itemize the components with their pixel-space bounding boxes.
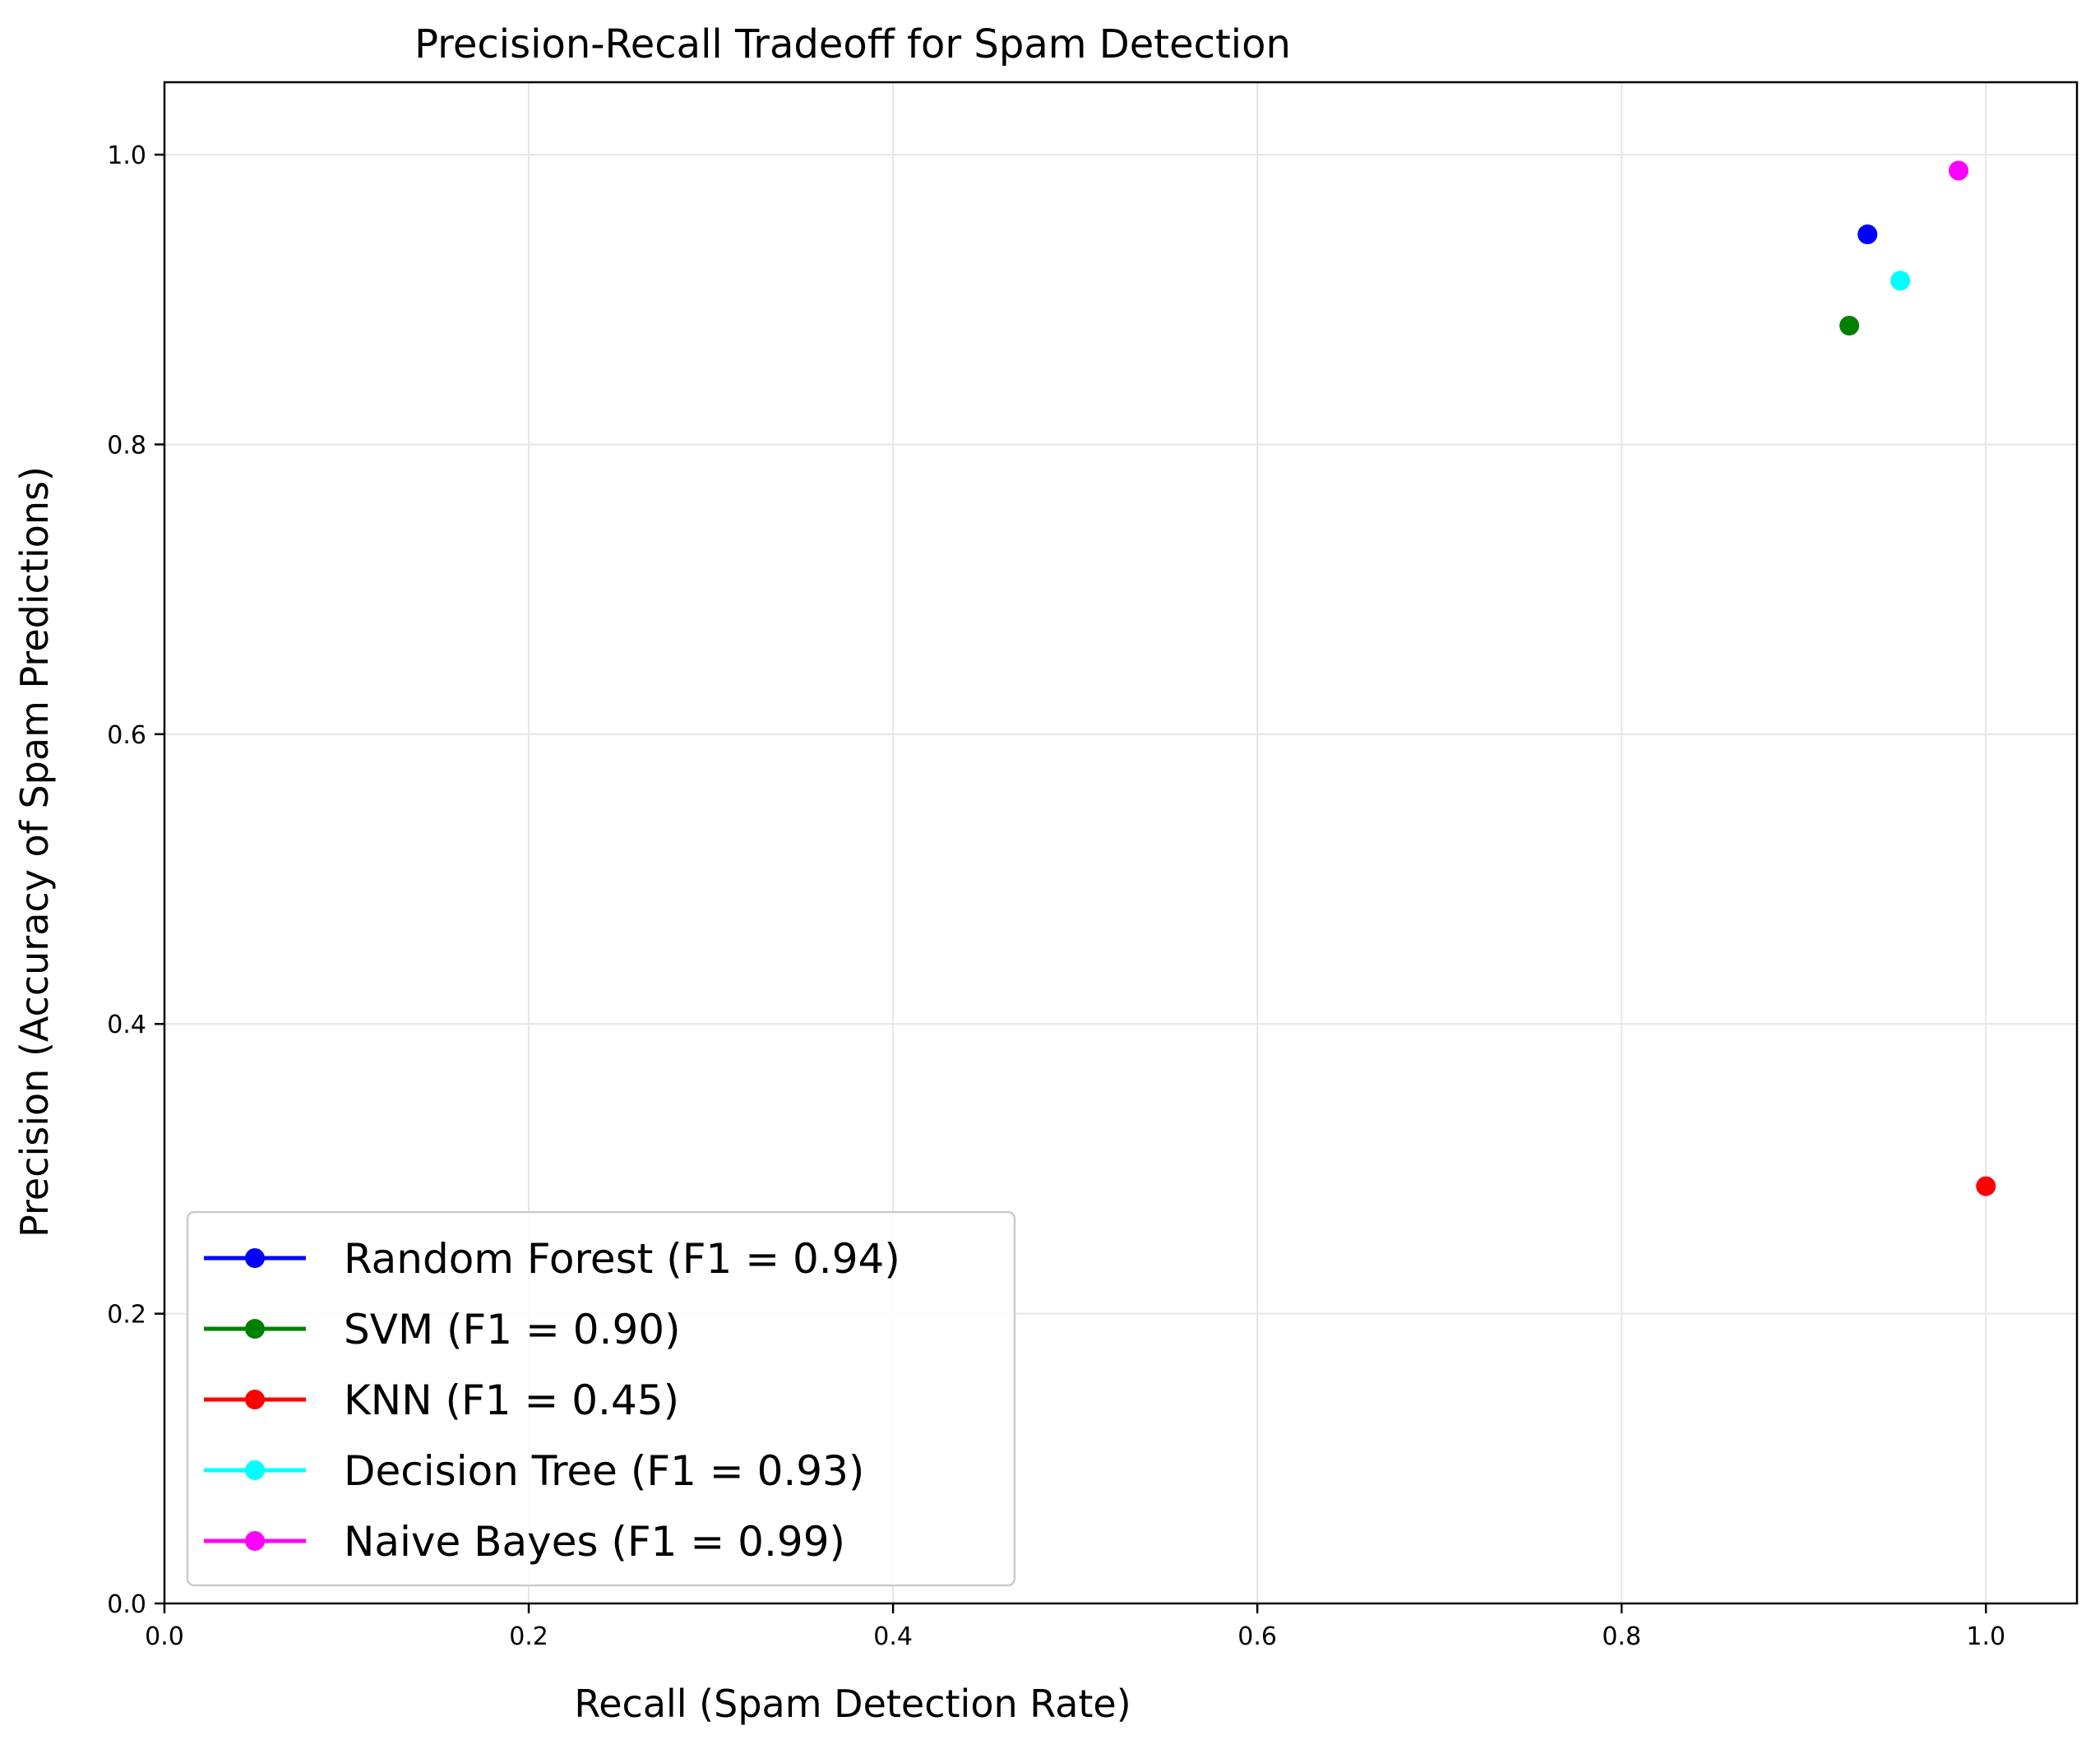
y-tick-label: 0.8 — [107, 431, 146, 460]
x-tick-label: 0.0 — [145, 1622, 184, 1651]
y-axis-title: Precision (Accuracy of Spam Predictions) — [12, 466, 57, 1238]
legend-box — [186, 1210, 1016, 1587]
data-points — [1839, 160, 1996, 1196]
legend-label: Random Forest (F1 = 0.94) — [344, 1235, 900, 1283]
legend-marker — [245, 1531, 265, 1551]
data-point-knn — [1976, 1176, 1996, 1196]
y-tick-label: 0.4 — [107, 1011, 146, 1039]
x-tick-label: 0.6 — [1237, 1622, 1277, 1651]
data-point-random-forest — [1857, 224, 1878, 244]
data-point-svm — [1839, 316, 1860, 335]
legend-marker — [245, 1460, 265, 1480]
data-point-decision-tree — [1890, 271, 1911, 291]
y-tick-label: 0.6 — [107, 721, 146, 750]
data-point-naive-bayes — [1949, 160, 1969, 181]
legend-label: SVM (F1 = 0.90) — [344, 1306, 681, 1353]
axes — [163, 81, 2079, 1605]
y-tick-label: 0.2 — [107, 1301, 146, 1330]
x-axis-title: Recall (Spam Detection Rate) — [574, 1682, 1131, 1726]
legend-label: KNN (F1 = 0.45) — [344, 1377, 679, 1424]
chart-title: Precision-Recall Tradeoff for Spam Detec… — [414, 21, 1291, 67]
plot-frame — [163, 81, 2079, 1605]
x-tick-label: 1.0 — [1966, 1622, 2005, 1651]
legend-label: Decision Tree (F1 = 0.93) — [344, 1447, 864, 1495]
x-tick-label: 0.2 — [509, 1622, 548, 1651]
x-tick-label: 0.4 — [873, 1622, 913, 1651]
legend: Random Forest (F1 = 0.94) SVM (F1 = 0.90)… — [186, 1210, 1016, 1587]
ticks: 0.0 0.2 0.4 0.6 0.8 1.0 0.0 0.2 0.4 0.6 0.8 1.0 — [107, 141, 2005, 1651]
legend-marker — [245, 1319, 265, 1339]
legend-marker — [245, 1390, 265, 1409]
legend-marker — [245, 1248, 265, 1268]
legend-label: Naive Bayes (F1 = 0.99) — [344, 1518, 845, 1566]
x-tick-label: 0.8 — [1602, 1622, 1641, 1651]
y-tick-label: 0.0 — [107, 1590, 146, 1619]
y-tick-label: 1.0 — [107, 141, 146, 170]
